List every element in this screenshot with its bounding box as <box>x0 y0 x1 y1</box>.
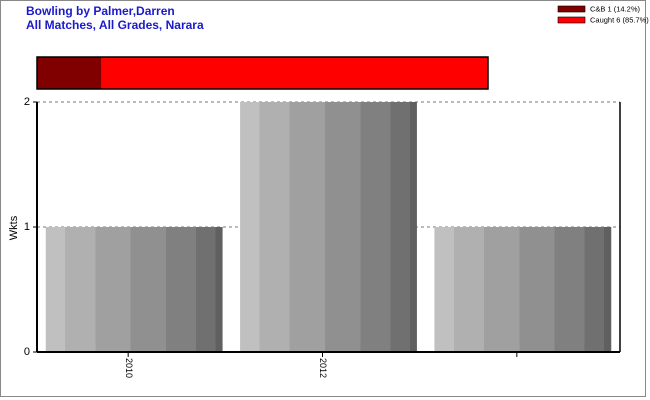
legend-label: Caught 6 (85.7%) <box>590 15 649 24</box>
legend-swatch <box>557 16 586 24</box>
chart-subtitle: All Matches, All Grades, Narara <box>26 18 204 32</box>
y-tick-label: 1 <box>24 221 30 233</box>
chart-title: Bowling by Palmer,Darren <box>26 4 175 18</box>
bar <box>434 227 612 352</box>
bar <box>45 227 223 352</box>
legend-swatch <box>557 5 586 13</box>
x-tick-label: 2012 <box>318 358 328 378</box>
legend-label: C&B 1 (14.2%) <box>590 4 641 13</box>
y-tick-label: 0 <box>24 346 30 358</box>
proportion-border <box>36 56 489 90</box>
y-tick-label: 2 <box>24 96 30 108</box>
proportion-segment <box>101 57 488 89</box>
proportion-segment <box>37 57 102 89</box>
x-tick-label: 2010 <box>124 358 134 378</box>
y-axis-label: Wkts <box>8 215 20 240</box>
bar <box>240 102 417 352</box>
